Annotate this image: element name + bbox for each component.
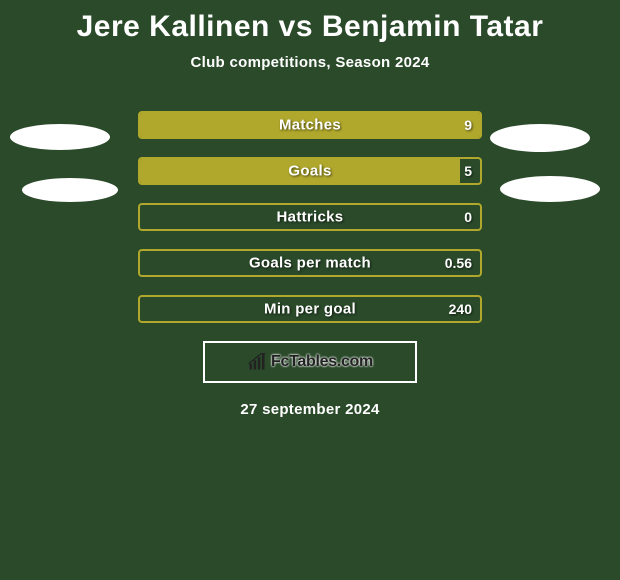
fctables-logo[interactable]: FcTables.com — [203, 341, 417, 383]
stat-row: Goals per match0.56 — [138, 249, 482, 277]
stat-row-label: Goals per match — [140, 255, 480, 272]
subtitle: Club competitions, Season 2024 — [0, 54, 620, 71]
comparison-chart: Matches9Goals5Hattricks0Goals per match0… — [0, 111, 620, 418]
stat-row: Goals5 — [138, 157, 482, 185]
stat-row-label: Hattricks — [140, 209, 480, 226]
stat-row-label: Min per goal — [140, 301, 480, 318]
stat-rows: Matches9Goals5Hattricks0Goals per match0… — [138, 111, 482, 323]
page-title: Jere Kallinen vs Benjamin Tatar — [0, 0, 620, 44]
player-marker-ellipse — [490, 124, 590, 152]
stat-row-value: 9 — [464, 117, 472, 133]
stat-row-value: 0 — [464, 209, 472, 225]
bar-chart-icon — [247, 352, 267, 372]
stat-row: Hattricks0 — [138, 203, 482, 231]
stat-row: Min per goal240 — [138, 295, 482, 323]
stat-row-value: 240 — [449, 301, 472, 317]
stat-row-value: 5 — [464, 163, 472, 179]
stat-row: Matches9 — [138, 111, 482, 139]
player-marker-ellipse — [22, 178, 118, 202]
stat-row-label: Matches — [140, 117, 480, 134]
stat-row-value: 0.56 — [445, 255, 472, 271]
date-label: 27 september 2024 — [0, 401, 620, 418]
player-marker-ellipse — [10, 124, 110, 150]
stat-row-label: Goals — [140, 163, 480, 180]
player-marker-ellipse — [500, 176, 600, 202]
logo-text: FcTables.com — [271, 353, 373, 371]
